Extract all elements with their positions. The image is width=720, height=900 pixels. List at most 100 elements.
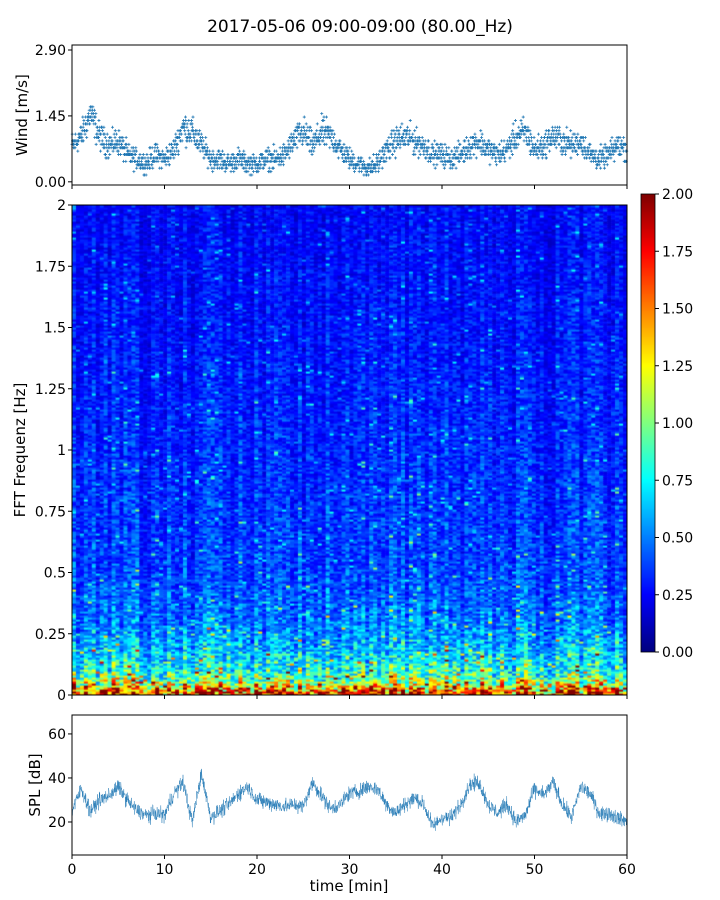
wind-point — [417, 136, 421, 139]
wind-point — [331, 129, 335, 133]
wind-point — [423, 142, 427, 146]
wind-point — [540, 136, 544, 139]
wind-point — [449, 159, 453, 163]
wind-point — [352, 156, 356, 160]
wind-point — [528, 153, 532, 157]
wind-point — [543, 142, 547, 146]
colorbar-tick-label: 1.25 — [662, 359, 693, 375]
wind-point — [321, 139, 325, 143]
wind-point — [620, 139, 624, 143]
wind-point — [191, 115, 195, 119]
wind-point — [243, 156, 247, 160]
wind-point — [92, 118, 96, 122]
wind-point — [328, 125, 332, 129]
wind-point — [503, 156, 507, 160]
wind-point — [160, 149, 164, 153]
wind-point — [368, 156, 372, 160]
wind-point — [199, 132, 203, 136]
wind-point — [292, 132, 296, 136]
wind-point — [400, 122, 404, 126]
wind-point — [107, 139, 111, 143]
spectrogram-ytick-label: 0 — [57, 688, 66, 704]
wind-point — [499, 159, 503, 163]
wind-point — [291, 146, 295, 150]
wind-point — [307, 136, 311, 139]
wind-ytick-label: 0.00 — [35, 175, 66, 191]
wind-point — [519, 118, 523, 122]
wind-point — [590, 153, 594, 157]
wind-point — [121, 136, 125, 139]
wind-point — [532, 136, 536, 139]
wind-point — [211, 149, 215, 153]
wind-point — [621, 146, 625, 150]
wind-point — [338, 139, 342, 143]
wind-point — [529, 139, 533, 143]
wind-point — [555, 136, 559, 139]
colorbar-tick-label: 0.50 — [662, 531, 693, 547]
wind-point — [322, 118, 326, 122]
wind-point — [242, 149, 246, 153]
wind-point — [443, 163, 447, 167]
wind-point — [429, 159, 433, 163]
wind-point — [174, 139, 178, 143]
wind-point — [520, 122, 524, 126]
wind-point — [147, 159, 151, 163]
wind-point — [183, 115, 187, 119]
wind-point — [499, 156, 503, 160]
wind-point — [352, 170, 356, 174]
wind-point — [619, 153, 623, 157]
wind-point — [132, 170, 136, 174]
wind-point — [495, 146, 499, 150]
wind-point — [173, 153, 177, 157]
wind-point — [106, 156, 110, 160]
wind-point — [155, 146, 159, 150]
wind-point — [169, 156, 173, 160]
wind-point — [99, 149, 103, 153]
wind-point — [109, 136, 113, 139]
wind-point — [350, 149, 354, 153]
wind-point — [220, 156, 224, 160]
wind-point — [392, 129, 396, 133]
wind-point — [85, 129, 89, 133]
wind-point — [271, 166, 275, 170]
wind-point — [128, 149, 132, 153]
wind-point — [609, 156, 613, 160]
wind-point — [495, 163, 499, 167]
wind-point — [581, 153, 585, 157]
spl-xtick-label: 60 — [618, 862, 636, 878]
wind-point — [494, 156, 498, 160]
wind-point — [404, 136, 408, 139]
wind-point — [200, 142, 204, 146]
wind-point — [388, 149, 392, 153]
wind-point — [268, 149, 272, 153]
wind-point — [120, 142, 124, 146]
wind-point — [494, 159, 498, 163]
wind-point — [456, 146, 460, 150]
wind-point — [217, 149, 221, 153]
wind-point — [493, 153, 497, 157]
wind-point — [175, 142, 179, 146]
wind-point — [384, 159, 388, 163]
wind-point — [521, 115, 525, 119]
wind-point — [260, 153, 264, 157]
wind-point — [427, 139, 431, 143]
wind-point — [150, 163, 154, 167]
wind-point — [487, 139, 491, 143]
wind-point — [536, 156, 540, 160]
spl-ytick-label: 60 — [48, 727, 66, 743]
wind-point — [609, 139, 613, 143]
colorbar-tick-label: 2.00 — [662, 187, 693, 203]
wind-point — [384, 156, 388, 160]
wind-point — [80, 132, 84, 136]
wind-point — [281, 153, 285, 157]
spectrogram-ytick-label: 1.25 — [35, 382, 66, 398]
wind-point — [447, 146, 451, 150]
wind-point — [541, 139, 545, 143]
wind-point — [310, 153, 314, 157]
wind-point — [366, 173, 370, 177]
wind-point — [459, 156, 463, 160]
wind-point — [579, 142, 583, 146]
wind-point — [286, 153, 290, 157]
wind-point — [106, 149, 110, 153]
wind-point — [256, 170, 260, 174]
